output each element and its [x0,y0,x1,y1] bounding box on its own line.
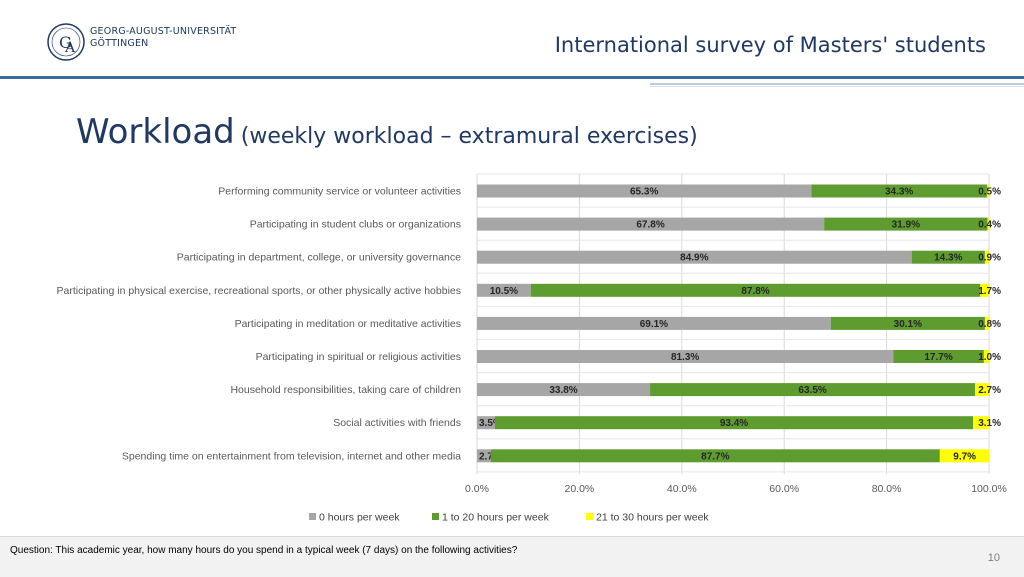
x-tick-label: 20.0% [565,483,595,495]
footer: Question: This academic year, how many h… [0,536,1024,577]
stacked-bar-chart: Performing community service or voluntee… [57,173,1007,524]
data-label: 1.0% [978,352,1001,363]
bar-segment [477,350,894,363]
data-label: 10.5% [490,286,518,297]
page-number: 10 [987,552,1000,564]
bar-segment [477,449,491,463]
data-label: 87.7% [701,451,729,462]
x-tick-label: 80.0% [872,483,902,495]
data-label: 67.8% [636,220,664,231]
category-label: Participating in student clubs or organi… [250,219,461,231]
category-label: Participating in physical exercise, recr… [57,285,461,297]
bar-segment [973,416,989,430]
x-tick-label: 60.0% [769,483,799,495]
page-title-main: Workload [76,112,235,152]
data-label: 33.8% [549,385,577,396]
bar-segment [477,316,831,330]
data-label: 69.1% [640,319,668,330]
header-accent-line [650,83,1024,85]
x-tick-label: 0.0% [465,483,489,495]
data-label: 0.8% [978,319,1001,330]
legend-swatch [432,513,439,520]
legend-label: 1 to 20 hours per week [442,512,550,524]
bar-segment [984,250,990,264]
university-seal-icon: G A [47,23,85,61]
bar-segment [477,416,495,430]
x-tick-label: 40.0% [667,483,697,495]
bar-segment [650,383,976,397]
survey-question: Question: This academic year, how many h… [10,545,518,556]
data-label: 2.7% [978,385,1001,396]
category-label: Household responsibilities, taking care … [230,384,461,396]
data-label: 17.7% [924,352,952,363]
bar-segment [477,184,812,198]
data-label: 0.9% [978,253,1001,264]
bar-segment [984,316,989,330]
category-label: Spending time on entertainment from tele… [122,450,461,462]
bar-segment [911,250,985,264]
data-label: 84.9% [680,253,708,264]
header-accent-line-thin [650,86,1024,87]
bar-segment [490,449,940,463]
bar-segment [980,283,989,297]
page-title-sub: (weekly workload – extramural exercises) [240,124,698,149]
x-tick-label: 100.0% [971,483,1007,495]
university-name: GEORG-AUGUST-UNIVERSITÄT GÖTTINGEN [90,26,236,50]
bar-segment [830,316,985,330]
data-label: 34.3% [885,187,913,198]
bar-segment [530,283,981,297]
legend-label: 21 to 30 hours per week [596,512,709,524]
data-label: 14.3% [934,253,962,264]
category-label: Performing community service or voluntee… [218,186,461,198]
data-label: 0.4% [978,220,1001,231]
legend-swatch [309,513,316,520]
data-label: 81.3% [671,352,699,363]
data-label: 0.5% [978,187,1001,198]
bar-segment [939,449,990,463]
header-divider [0,76,1024,79]
university-name-line2: GÖTTINGEN [90,38,149,49]
category-label: Participating in spiritual or religious … [256,351,461,363]
bar-segment [893,350,984,363]
data-label: 63.5% [798,385,826,396]
bar-segment [987,217,990,231]
bar-segment [811,184,987,198]
survey-title: International survey of Masters' student… [554,33,986,57]
bar-segment [477,217,825,231]
category-label: Participating in meditation or meditativ… [235,318,461,330]
data-label: 65.3% [630,187,658,198]
data-label: 3.1% [978,418,1001,429]
category-label: Participating in department, college, or… [177,252,461,264]
svg-text:A: A [64,40,76,56]
bar-segment [986,184,990,198]
svg-text:G: G [59,33,72,52]
page-title: Workload (weekly workload – extramural ex… [76,112,698,152]
bar-segment [494,416,974,430]
data-label: 87.8% [741,286,769,297]
bar-segment [983,350,989,363]
legend-label: 0 hours per week [319,512,400,524]
bar-segment [975,383,989,397]
category-label: Social activities with friends [333,417,461,429]
data-label: 2.7% [479,451,502,462]
bar-segment [477,283,531,297]
slide-header: G A GEORG-AUGUST-UNIVERSITÄT GÖTTINGEN I… [0,0,1024,87]
bar-segment [824,217,988,231]
data-label: 93.4% [720,418,748,429]
bar-segment [477,250,912,264]
university-name-line1: GEORG-AUGUST-UNIVERSITÄT [90,26,237,37]
legend-swatch [586,513,593,520]
data-label: 30.1% [894,319,922,330]
data-label: 31.9% [892,220,920,231]
bar-segment [477,383,651,397]
data-label: 3.5% [479,418,502,429]
data-label: 1.7% [978,286,1001,297]
data-label: 9.7% [953,451,976,462]
